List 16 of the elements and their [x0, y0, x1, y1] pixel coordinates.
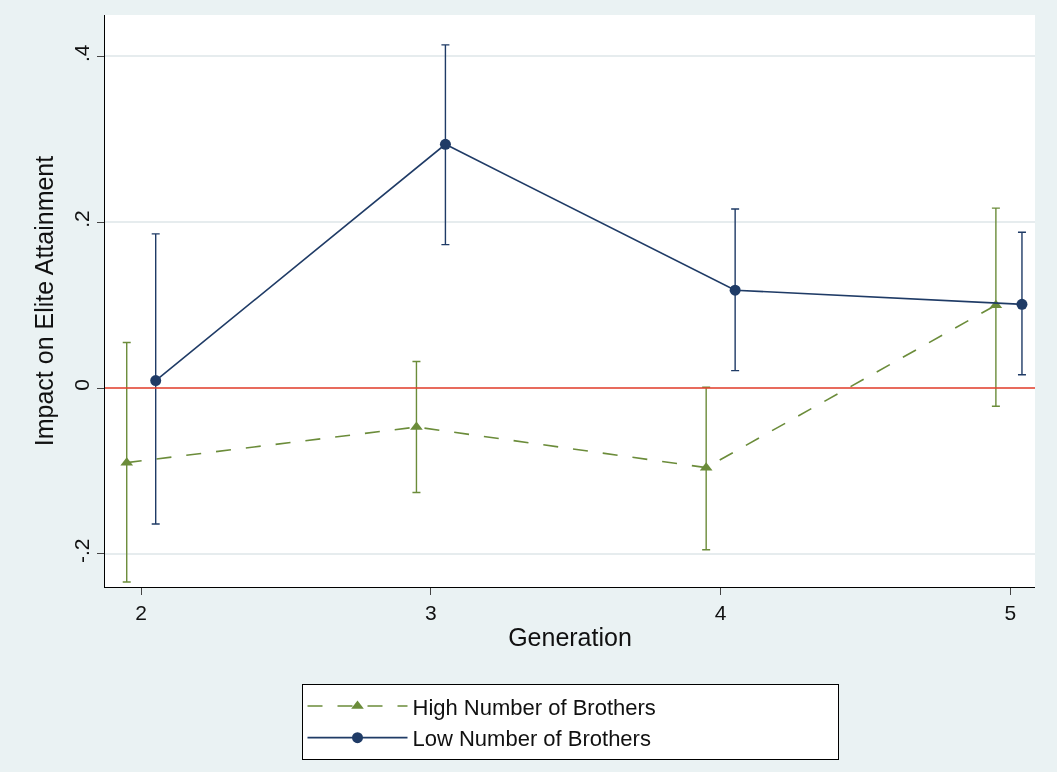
x-tick-label: 5: [1004, 601, 1017, 625]
y-tick-label: .2: [69, 210, 93, 228]
point: [1016, 298, 1028, 310]
point: [729, 284, 741, 296]
y-axis-title: Impact on Elite Attainment: [30, 155, 59, 447]
y-tick-label: -.2: [69, 538, 93, 563]
legend-label: Low Number of Brothers: [412, 726, 651, 752]
x-axis-title: Generation: [508, 623, 632, 652]
point: [150, 375, 162, 387]
x-tick-label: 2: [135, 601, 148, 625]
x-tick-label: 3: [425, 601, 437, 625]
x-tick-label: 4: [714, 601, 727, 625]
y-tick-label: .4: [69, 44, 93, 63]
legend-label: High Number of Brothers: [412, 694, 656, 720]
y-tick-label: 0: [69, 379, 93, 391]
point: [439, 138, 451, 150]
